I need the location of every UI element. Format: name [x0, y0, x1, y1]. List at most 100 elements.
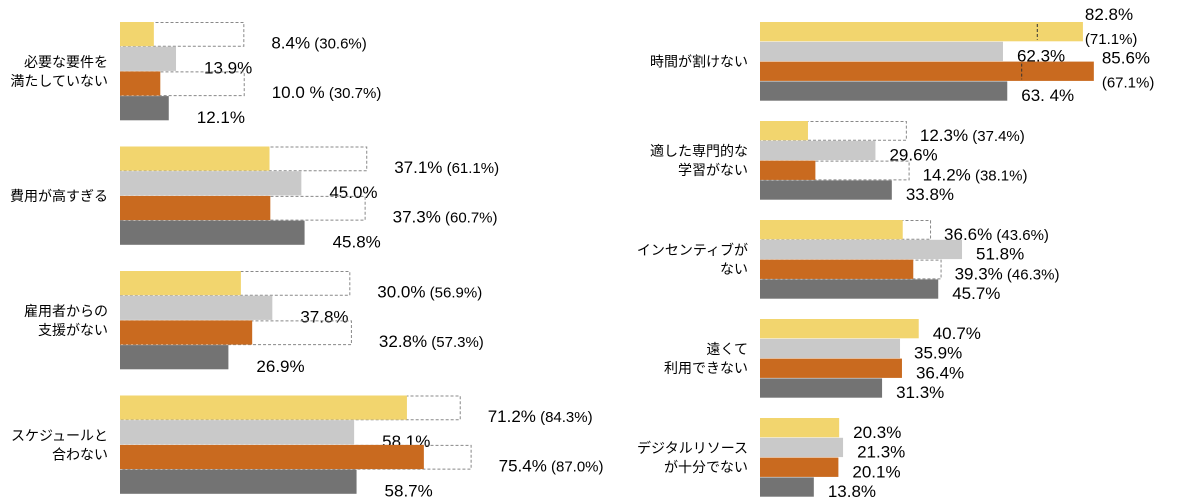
bar: [760, 180, 892, 200]
reference-label: (57.3%): [427, 334, 484, 351]
data-label: 20.1%: [852, 462, 900, 481]
reference-label: (61.1%): [442, 160, 499, 177]
bar: [760, 319, 919, 339]
data-label: 26.9%: [256, 357, 304, 376]
data-label: 35.9%: [914, 344, 962, 363]
bar: [760, 41, 1003, 62]
bar: [760, 437, 844, 458]
bar: [760, 418, 840, 438]
data-label: 37.8%: [300, 307, 348, 326]
data-label: 45.8%: [333, 232, 381, 251]
bar: [760, 140, 876, 161]
data-label: 36.6% (43.6%): [944, 225, 1049, 244]
data-label: 32.8% (57.3%): [379, 332, 484, 351]
bar: [120, 345, 229, 370]
category-label: 合わない: [52, 446, 108, 462]
category-label: インセンティブが: [637, 242, 748, 258]
bar: [760, 259, 914, 279]
data-label: 82.8%: [1085, 5, 1133, 24]
bar: [120, 469, 357, 494]
data-label: 40.7%: [933, 324, 981, 343]
bar: [760, 220, 903, 240]
data-label: 45.7%: [952, 284, 1000, 303]
reference-label: (46.3%): [1003, 266, 1060, 283]
category-label: 必要な要件を: [24, 54, 108, 70]
bar: [760, 239, 963, 260]
data-label: 39.3% (46.3%): [955, 264, 1060, 283]
data-label: 29.6%: [889, 146, 937, 165]
bar: [760, 22, 1083, 42]
data-label: 12.1%: [197, 108, 245, 127]
category-label: 費用が高すぎる: [10, 188, 108, 204]
bar: [760, 338, 901, 359]
data-label: 8.4% (30.6%): [271, 34, 366, 53]
category-label: 支援がない: [38, 322, 108, 338]
bar-group: 時間が割けない 82.8% (71.1%) 62.3% 85.6% (67.1%) 63. …: [650, 5, 1154, 105]
data-label: 12.3% (37.4%): [920, 126, 1025, 145]
bar: [120, 96, 169, 121]
bar: [120, 420, 355, 445]
bar: [120, 71, 161, 96]
reference-label: (71.1%): [1085, 31, 1138, 48]
reference-label: (43.6%): [992, 227, 1049, 244]
bar: [120, 444, 424, 470]
category-label: 利用できない: [664, 360, 748, 376]
reference-bar: [760, 121, 907, 141]
reference-label: (67.1%): [1102, 75, 1155, 92]
data-label: 31.3%: [896, 383, 944, 402]
bar: [120, 271, 241, 296]
bar: [120, 220, 305, 245]
reference-label: (30.6%): [310, 36, 367, 53]
bar: [120, 395, 407, 420]
data-label: 37.3% (60.7%): [393, 208, 498, 227]
category-label: が十分でない: [664, 459, 748, 475]
data-label: 13.8%: [828, 482, 876, 501]
data-label: 36.4%: [916, 363, 964, 382]
bar: [120, 195, 271, 221]
bar: [760, 358, 902, 378]
reference-label: (84.3%): [536, 409, 593, 426]
bar: [120, 46, 177, 71]
data-label: 30.0% (56.9%): [377, 283, 482, 302]
bar: [120, 171, 302, 196]
bar: [760, 160, 816, 180]
data-label: 85.6%: [1102, 49, 1150, 68]
bar: [760, 378, 883, 398]
bar: [760, 81, 1008, 101]
data-label: 33.8%: [906, 185, 954, 204]
data-label: 63. 4%: [1021, 86, 1074, 105]
bar: [760, 121, 808, 141]
bar: [760, 457, 839, 477]
data-label: 75.4% (87.0%): [499, 457, 604, 476]
data-label: 45.0%: [329, 183, 377, 202]
data-label: 62.3%: [1017, 47, 1065, 66]
category-label: 雇用者からの: [24, 303, 108, 319]
category-label: 学習がない: [678, 162, 748, 178]
data-label: 58.7%: [385, 481, 433, 500]
bar: [760, 61, 1094, 81]
data-label: 51.8%: [976, 245, 1024, 264]
category-label: 遠くて: [706, 341, 748, 357]
reference-label: (56.9%): [426, 285, 483, 302]
category-label: デジタルリソース: [637, 440, 748, 456]
bar: [120, 146, 270, 171]
data-label: 37.1% (61.1%): [394, 158, 499, 177]
bar: [120, 295, 273, 320]
category-label: スケジュールと: [11, 427, 108, 443]
bar-group: 費用が高すぎる 37.1% (61.1%) 45.0% 37.3% (60.7%) 45…: [10, 146, 499, 251]
bar: [760, 279, 939, 299]
reference-label: (30.7%): [325, 85, 382, 102]
bar: [120, 320, 253, 345]
category-label: 適した専門的な: [650, 143, 748, 159]
reference-label: (38.1%): [971, 167, 1028, 184]
data-label: 14.2% (38.1%): [923, 165, 1028, 184]
data-label: 20.3%: [853, 423, 901, 442]
data-label: 71.2% (84.3%): [488, 407, 593, 426]
